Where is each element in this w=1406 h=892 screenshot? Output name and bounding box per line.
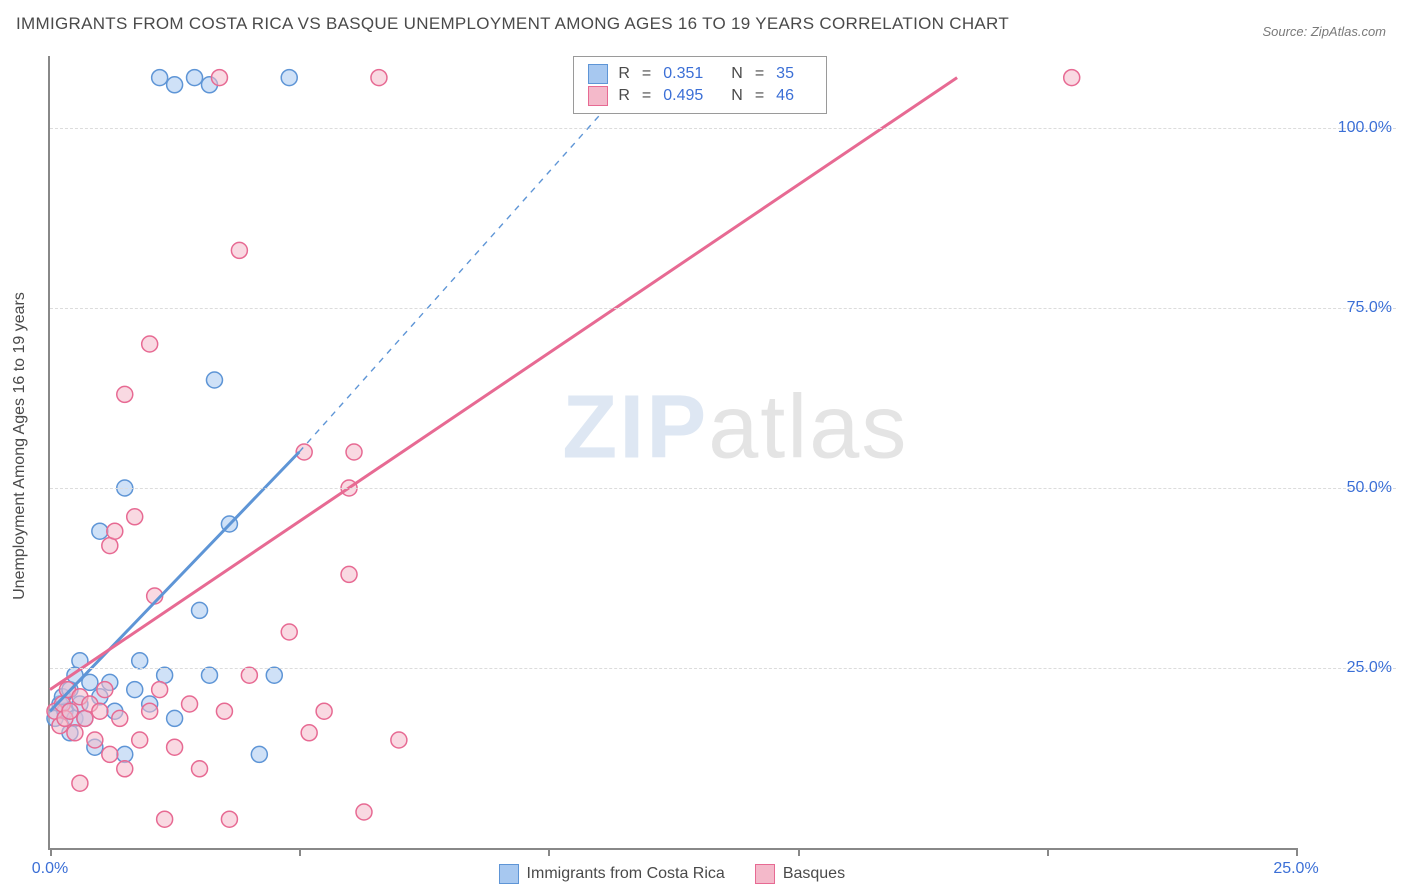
source-label: Source: ZipAtlas.com — [1262, 24, 1386, 39]
x-tick — [798, 848, 800, 856]
r-value: 0.351 — [663, 65, 703, 83]
data-point — [142, 336, 158, 352]
data-point — [241, 667, 257, 683]
data-point — [117, 761, 133, 777]
data-point — [167, 77, 183, 93]
trend-line — [50, 452, 299, 711]
data-point — [152, 70, 168, 86]
plot-area: ZIPatlas R=0.351N=35R=0.495N=46 Immigran… — [48, 56, 1296, 850]
correlation-legend: R=0.351N=35R=0.495N=46 — [573, 56, 827, 114]
x-tick — [50, 848, 52, 856]
legend-row: R=0.351N=35 — [588, 63, 812, 85]
trend-line — [50, 78, 957, 690]
n-label: N — [731, 65, 743, 83]
legend-item: Immigrants from Costa Rica — [499, 864, 725, 884]
data-point — [192, 602, 208, 618]
series-legend: Immigrants from Costa Rica Basques — [499, 864, 846, 884]
data-point — [281, 70, 297, 86]
scatter-svg — [50, 56, 1296, 848]
x-tick — [1296, 848, 1298, 856]
data-point — [97, 682, 113, 698]
data-point — [92, 703, 108, 719]
data-point — [356, 804, 372, 820]
data-point — [1064, 70, 1080, 86]
data-point — [211, 70, 227, 86]
chart-title: IMMIGRANTS FROM COSTA RICA VS BASQUE UNE… — [16, 14, 1009, 34]
data-point — [117, 386, 133, 402]
r-label: R — [618, 87, 630, 105]
x-tick-label: 0.0% — [32, 860, 68, 878]
trend-line-extension — [299, 78, 633, 452]
data-point — [371, 70, 387, 86]
data-point — [62, 703, 78, 719]
data-point — [346, 444, 362, 460]
x-tick — [299, 848, 301, 856]
data-point — [72, 775, 88, 791]
data-point — [167, 739, 183, 755]
n-value: 46 — [776, 87, 794, 105]
data-point — [216, 703, 232, 719]
data-point — [117, 746, 133, 762]
data-point — [206, 372, 222, 388]
r-label: R — [618, 65, 630, 83]
legend-swatch — [499, 864, 519, 884]
chart-container: IMMIGRANTS FROM COSTA RICA VS BASQUE UNE… — [0, 0, 1406, 892]
data-point — [102, 746, 118, 762]
legend-swatch — [588, 64, 608, 84]
data-point — [192, 761, 208, 777]
x-tick — [1047, 848, 1049, 856]
data-point — [92, 523, 108, 539]
data-point — [67, 725, 83, 741]
legend-label: Immigrants from Costa Rica — [527, 865, 725, 883]
r-value: 0.495 — [663, 87, 703, 105]
data-point — [77, 710, 93, 726]
data-point — [281, 624, 297, 640]
legend-swatch — [588, 86, 608, 106]
data-point — [152, 682, 168, 698]
y-axis-label: Unemployment Among Ages 16 to 19 years — [11, 292, 29, 600]
data-point — [127, 509, 143, 525]
data-point — [132, 653, 148, 669]
legend-swatch — [755, 864, 775, 884]
data-point — [341, 566, 357, 582]
n-value: 35 — [776, 65, 794, 83]
gridline — [50, 128, 1396, 129]
data-point — [167, 710, 183, 726]
x-tick — [548, 848, 550, 856]
data-point — [102, 538, 118, 554]
data-point — [391, 732, 407, 748]
data-point — [127, 682, 143, 698]
legend-label: Basques — [783, 865, 845, 883]
data-point — [112, 710, 128, 726]
data-point — [316, 703, 332, 719]
y-tick-label: 100.0% — [1338, 119, 1392, 137]
n-label: N — [731, 87, 743, 105]
data-point — [266, 667, 282, 683]
data-point — [157, 811, 173, 827]
data-point — [142, 703, 158, 719]
data-point — [201, 667, 217, 683]
y-tick-label: 25.0% — [1347, 659, 1392, 677]
data-point — [87, 732, 103, 748]
data-point — [132, 732, 148, 748]
y-tick-label: 75.0% — [1347, 299, 1392, 317]
legend-item: Basques — [755, 864, 845, 884]
data-point — [301, 725, 317, 741]
gridline — [50, 668, 1396, 669]
data-point — [157, 667, 173, 683]
data-point — [251, 746, 267, 762]
gridline — [50, 308, 1396, 309]
data-point — [187, 70, 203, 86]
legend-row: R=0.495N=46 — [588, 85, 812, 107]
data-point — [231, 242, 247, 258]
data-point — [182, 696, 198, 712]
x-tick-label: 25.0% — [1273, 860, 1318, 878]
y-tick-label: 50.0% — [1347, 479, 1392, 497]
data-point — [221, 811, 237, 827]
data-point — [107, 523, 123, 539]
gridline — [50, 488, 1396, 489]
